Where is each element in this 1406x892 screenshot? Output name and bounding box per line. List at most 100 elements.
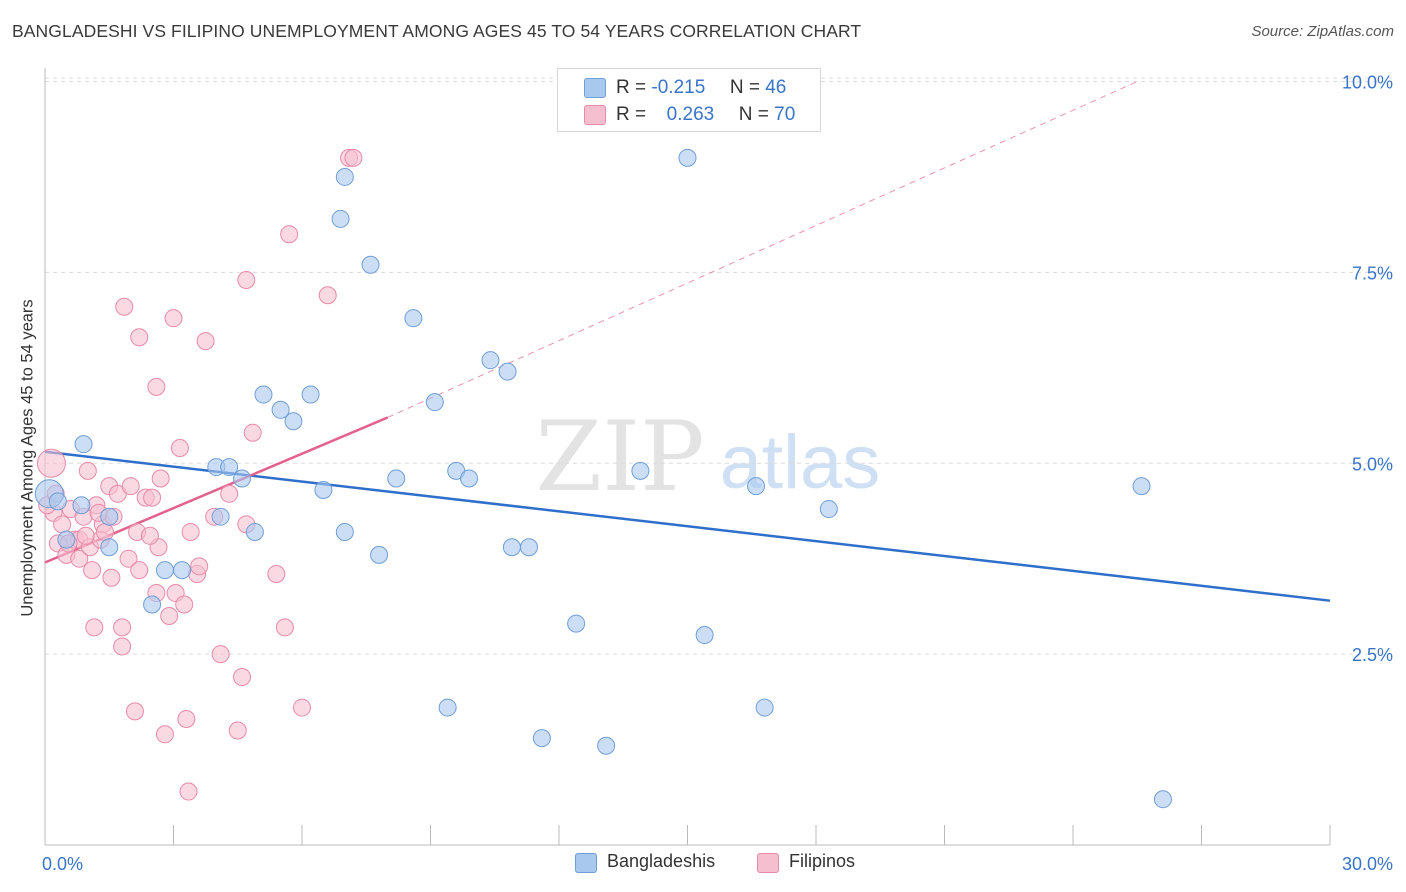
filipinos-point bbox=[175, 595, 194, 614]
filipinos-point bbox=[280, 225, 299, 244]
filipinos-point bbox=[179, 782, 198, 801]
bangladeshis-point bbox=[301, 385, 320, 404]
correlation-legend: R = -0.215 N = 46 R = 0.263 N = 70 bbox=[557, 68, 821, 132]
bangladeshis-point bbox=[245, 522, 264, 541]
bangladeshis-point bbox=[155, 561, 174, 580]
filipinos-point bbox=[344, 148, 363, 167]
y-tick-label: 2.5% bbox=[1352, 645, 1393, 665]
filipinos-point bbox=[151, 469, 170, 488]
filipinos-point bbox=[228, 721, 247, 740]
bangladeshis-point bbox=[211, 507, 230, 526]
bangladeshis-point bbox=[502, 538, 521, 557]
filipinos-point bbox=[211, 645, 230, 664]
grid-lines bbox=[45, 77, 1392, 655]
bangladeshis-point bbox=[481, 351, 500, 370]
bangladeshis-point bbox=[233, 469, 252, 488]
filipinos-point bbox=[76, 526, 95, 545]
bangladeshis-point bbox=[100, 507, 119, 526]
legend-n-value: 46 bbox=[765, 77, 787, 98]
y-tick-label: 10.0% bbox=[1342, 73, 1393, 93]
bangladeshis-point bbox=[1132, 477, 1151, 496]
bangladeshis-point bbox=[460, 469, 479, 488]
y-tick-label: 5.0% bbox=[1352, 454, 1393, 474]
bangladeshis-point bbox=[747, 477, 766, 496]
filipinos-point bbox=[113, 637, 132, 656]
bangladeshis-point bbox=[271, 400, 290, 419]
bangladeshis-point bbox=[57, 530, 76, 549]
y-tick-label: 7.5% bbox=[1352, 263, 1393, 283]
filipinos-point bbox=[53, 515, 72, 534]
filipinos-point bbox=[119, 549, 138, 568]
bangladeshis-point bbox=[220, 458, 239, 477]
bangladeshis-point bbox=[567, 614, 586, 633]
filipinos-point bbox=[36, 448, 66, 478]
bangladeshis-point bbox=[520, 538, 539, 557]
bangladeshis-points bbox=[34, 148, 1172, 809]
bangladeshis-point bbox=[755, 698, 774, 717]
bottom-legend-label: Filipinos bbox=[789, 851, 856, 871]
legend-swatch-pink bbox=[584, 105, 606, 125]
filipinos-point bbox=[318, 286, 337, 305]
filipinos-point bbox=[140, 526, 159, 545]
bottom-legend-swatch-blue bbox=[575, 853, 597, 873]
filipinos-point bbox=[130, 561, 149, 580]
filipinos-point bbox=[275, 618, 294, 637]
tick-labels: 2.5% 5.0% 7.5% 10.0% 0.0% 30.0% bbox=[42, 73, 1393, 875]
filipinos-trendline-extension bbox=[387, 81, 1138, 418]
source-credit: Source: ZipAtlas.com bbox=[1251, 23, 1394, 40]
filipinos-points bbox=[36, 148, 363, 801]
filipinos-point bbox=[147, 377, 166, 396]
bangladeshis-point bbox=[72, 496, 91, 515]
bangladeshis-point bbox=[335, 167, 354, 186]
filipinos-point bbox=[196, 332, 215, 351]
bangladeshis-point bbox=[173, 561, 192, 580]
filipinos-point bbox=[181, 522, 200, 541]
filipinos-point bbox=[113, 618, 132, 637]
bangladeshis-point bbox=[284, 412, 303, 431]
bangladeshis-point bbox=[597, 736, 616, 755]
bangladeshis-point bbox=[1153, 790, 1172, 809]
legend-r-label: R = bbox=[616, 77, 647, 98]
bangladeshis-point bbox=[48, 492, 67, 511]
bangladeshis-point bbox=[387, 469, 406, 488]
legend-r-value: 0.263 bbox=[666, 104, 715, 125]
watermark-atlas: atlas bbox=[720, 420, 881, 505]
filipinos-point bbox=[170, 438, 189, 457]
filipinos-point bbox=[115, 297, 134, 316]
bangladeshis-point bbox=[370, 545, 389, 564]
filipinos-point bbox=[78, 461, 97, 480]
filipinos-point bbox=[160, 606, 179, 625]
bangladeshis-point bbox=[254, 385, 273, 404]
bangladeshis-point bbox=[678, 148, 697, 167]
chart-title: BANGLADESHI VS FILIPINO UNEMPLOYMENT AMO… bbox=[12, 21, 862, 41]
filipinos-point bbox=[95, 522, 114, 541]
bangladeshis-point bbox=[143, 595, 162, 614]
filipinos-point bbox=[85, 618, 104, 637]
bangladeshis-point bbox=[335, 522, 354, 541]
bangladeshis-point bbox=[331, 209, 350, 228]
bangladeshis-point bbox=[425, 393, 444, 412]
filipinos-point bbox=[190, 557, 209, 576]
filipinos-point bbox=[164, 309, 183, 328]
legend-n-label: N = bbox=[729, 77, 760, 98]
filipinos-point bbox=[293, 698, 311, 717]
filipinos-point bbox=[243, 423, 262, 442]
bangladeshis-point bbox=[631, 461, 650, 480]
bangladeshis-point bbox=[819, 500, 838, 519]
bangladeshis-point bbox=[74, 435, 93, 454]
zipatlas-watermark: ZIP atlas bbox=[535, 401, 880, 513]
filipinos-point bbox=[130, 328, 149, 347]
legend-r-label: R = bbox=[616, 104, 647, 125]
watermark-zip: ZIP bbox=[535, 401, 704, 513]
bangladeshis-trendline bbox=[44, 450, 1331, 602]
bottom-legend-label: Bangladeshis bbox=[607, 851, 716, 871]
legend-n-value: 70 bbox=[774, 104, 796, 125]
bangladeshis-point bbox=[361, 255, 380, 274]
x-tick-label: 0.0% bbox=[42, 854, 83, 874]
bangladeshis-point bbox=[438, 698, 457, 717]
filipinos-point bbox=[83, 561, 102, 580]
filipinos-point bbox=[155, 725, 174, 744]
filipinos-point bbox=[102, 568, 121, 587]
filipinos-point bbox=[220, 484, 239, 503]
